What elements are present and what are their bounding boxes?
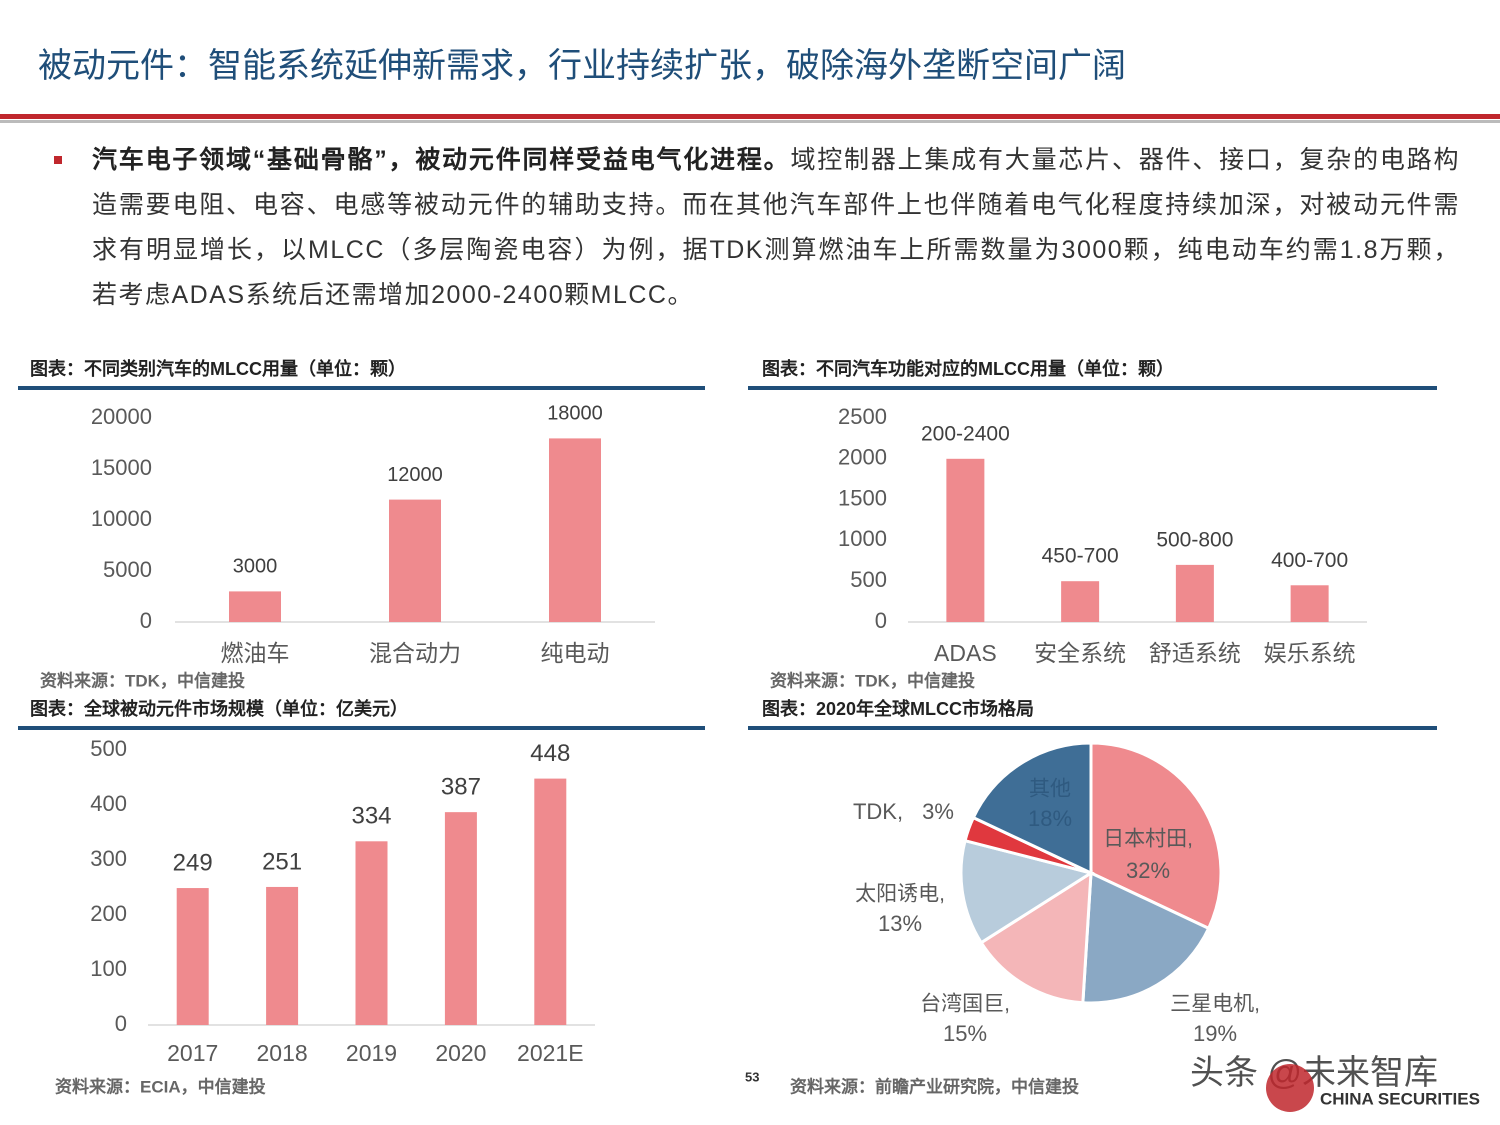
watermark: 头条 @未来智库 [1190, 1054, 1438, 1092]
value-label: 387 [441, 773, 481, 800]
x-tick-label: 舒适系统 [1149, 640, 1241, 666]
y-tick-label: 2500 [838, 404, 887, 429]
x-tick-label: 2018 [257, 1040, 308, 1066]
page-title: 被动元件：智能系统延伸新需求，行业持续扩张，破除海外垄断空间广阔 [38, 47, 1126, 85]
value-label: 450-700 [1042, 545, 1119, 568]
slice-value: 15% [943, 1021, 987, 1046]
value-label: 12000 [387, 464, 443, 486]
bar [1061, 581, 1100, 622]
bar [266, 886, 299, 1025]
y-tick-label: 400 [90, 791, 127, 816]
slice-label: 日本村田, [1103, 828, 1193, 851]
value-label: 3000 [233, 556, 278, 578]
value-label: 249 [173, 849, 213, 876]
logo-mark [1266, 1064, 1314, 1112]
pie-slice [979, 870, 1093, 1005]
value-label: 334 [351, 803, 391, 830]
slice-value: 13% [878, 911, 922, 936]
paragraph: 汽车电子领域“基础骨骼”，被动元件同样受益电气化进程。域控制器上集成有大量芯片、… [92, 138, 1460, 318]
x-tick-label: 2021E [517, 1040, 584, 1066]
x-tick-label: 燃油车 [221, 640, 290, 666]
slice-label: 其他 [1029, 778, 1071, 801]
bar [444, 812, 477, 1025]
bar [1290, 585, 1329, 622]
pie-slice [971, 741, 1093, 876]
value-label: 400-700 [1271, 549, 1348, 572]
bar [389, 499, 441, 622]
chart-source: 资料来源：ECIA，中信建投 [55, 1076, 266, 1096]
pie-slice [1081, 870, 1211, 1005]
chart-title: 图表：全球被动元件市场规模（单位：亿美元） [30, 698, 408, 719]
x-tick-label: 安全系统 [1034, 640, 1126, 666]
slice-label: TDK, [853, 799, 903, 824]
value-label: 200-2400 [921, 422, 1010, 445]
y-tick-label: 200 [90, 901, 127, 926]
value-label: 18000 [547, 403, 603, 425]
y-tick-label: 0 [115, 1011, 127, 1036]
chart-source: 资料来源：前瞻产业研究院，中信建投 [790, 1076, 1079, 1096]
y-tick-label: 500 [90, 736, 127, 761]
slice-value: 3% [922, 799, 954, 824]
slice-label: 太阳诱电, [855, 883, 945, 906]
page-number: 53 [745, 1069, 759, 1084]
x-tick-label: 纯电动 [541, 640, 610, 666]
title-rule-shadow [0, 120, 1500, 123]
y-tick-label: 2000 [838, 445, 887, 470]
bar [946, 458, 985, 622]
slice-value: 18% [1028, 806, 1072, 831]
title-rule [0, 114, 1500, 119]
y-tick-label: 15000 [91, 455, 152, 480]
chart-title: 图表：不同汽车功能对应的MLCC用量（单位：颗） [762, 358, 1174, 379]
bullet [54, 156, 62, 164]
chart-source: 资料来源：TDK，中信建投 [770, 670, 975, 690]
bar [1175, 564, 1214, 622]
x-tick-label: 娱乐系统 [1264, 640, 1356, 666]
y-tick-label: 1000 [838, 526, 887, 551]
bar [549, 438, 601, 622]
bar [534, 778, 567, 1025]
chart-title: 图表：2020年全球MLCC市场格局 [762, 698, 1034, 719]
paragraph-text: 域控制器上集成有大量芯片、器件、接口，复杂的电路构造需要电阻、电容、电感等被动元… [92, 146, 1460, 309]
paragraph-lead: 汽车电子领域“基础骨骼”，被动元件同样受益电气化进程。 [92, 146, 791, 174]
chart-title: 图表：不同类别汽车的MLCC用量（单位：颗） [30, 358, 406, 379]
y-tick-label: 0 [875, 608, 887, 633]
x-tick-label: 2019 [346, 1040, 397, 1066]
chart-source: 资料来源：TDK，中信建投 [40, 670, 245, 690]
y-tick-label: 100 [90, 956, 127, 981]
logo-text: CHINA SECURITIES [1320, 1089, 1480, 1108]
x-tick-label: ADAS [934, 640, 997, 666]
y-tick-label: 0 [140, 608, 152, 633]
slice-label: 台湾国巨, [920, 993, 1010, 1016]
value-label: 500-800 [1156, 528, 1233, 551]
slice-value: 32% [1126, 858, 1170, 883]
y-tick-label: 20000 [91, 404, 152, 429]
x-tick-label: 2020 [435, 1040, 486, 1066]
y-tick-label: 10000 [91, 506, 152, 531]
y-tick-label: 1500 [838, 485, 887, 510]
bar [229, 591, 281, 622]
value-label: 448 [530, 740, 570, 767]
y-tick-label: 5000 [103, 557, 152, 582]
bar [355, 841, 388, 1025]
pie-slice [1089, 741, 1223, 931]
x-tick-label: 2017 [167, 1040, 218, 1066]
x-tick-label: 混合动力 [369, 640, 461, 666]
slice-value: 19% [1193, 1021, 1237, 1046]
y-tick-label: 500 [850, 567, 887, 592]
value-label: 251 [262, 848, 302, 875]
y-tick-label: 300 [90, 846, 127, 871]
bar [176, 888, 209, 1025]
slice-label: 三星电机, [1170, 993, 1260, 1016]
